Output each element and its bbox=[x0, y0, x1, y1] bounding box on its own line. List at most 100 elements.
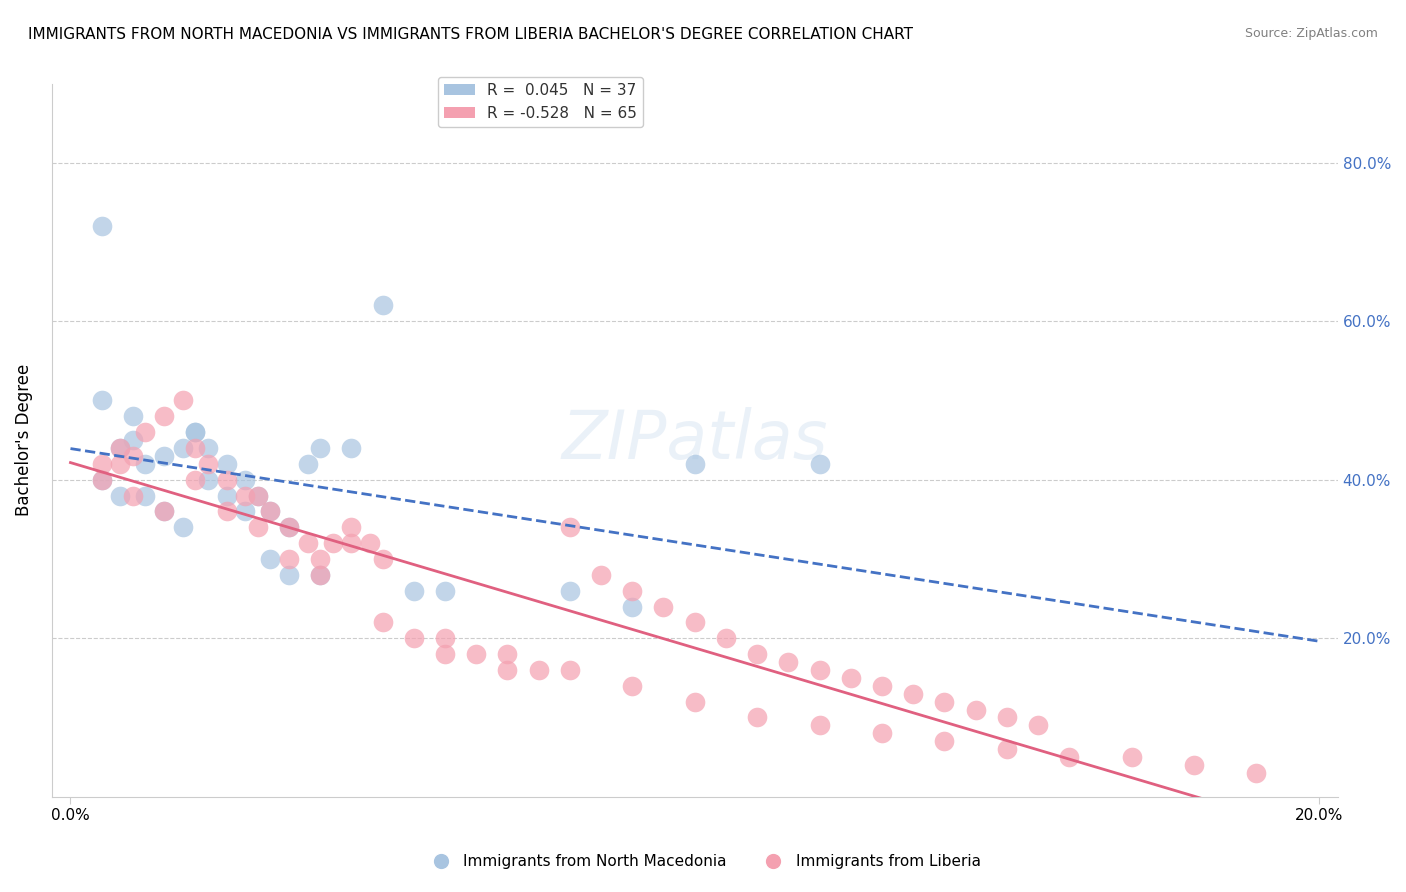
Point bbox=[558, 663, 581, 677]
Point bbox=[172, 520, 194, 534]
Point bbox=[683, 457, 706, 471]
Point bbox=[278, 520, 301, 534]
Point bbox=[839, 671, 862, 685]
Point bbox=[278, 567, 301, 582]
Point bbox=[683, 615, 706, 630]
Point bbox=[110, 489, 132, 503]
Point bbox=[172, 393, 194, 408]
Point bbox=[122, 409, 145, 424]
Point bbox=[215, 504, 238, 518]
Point bbox=[340, 520, 363, 534]
Point bbox=[90, 219, 112, 234]
Point bbox=[870, 679, 893, 693]
Point bbox=[309, 552, 332, 566]
Point bbox=[184, 425, 207, 440]
Point bbox=[110, 441, 132, 455]
Point bbox=[122, 433, 145, 447]
Point bbox=[465, 647, 488, 661]
Point bbox=[233, 504, 256, 518]
Point bbox=[233, 489, 256, 503]
Point bbox=[371, 552, 394, 566]
Point bbox=[1246, 765, 1268, 780]
Point bbox=[184, 425, 207, 440]
Point bbox=[434, 647, 457, 661]
Point bbox=[808, 663, 831, 677]
Point bbox=[621, 679, 644, 693]
Point bbox=[215, 473, 238, 487]
Point bbox=[246, 520, 269, 534]
Point bbox=[233, 473, 256, 487]
Point bbox=[297, 536, 319, 550]
Point bbox=[322, 536, 344, 550]
Point bbox=[1057, 750, 1080, 764]
Point bbox=[122, 489, 145, 503]
Point bbox=[995, 742, 1018, 756]
Legend: Immigrants from North Macedonia, Immigrants from Liberia: Immigrants from North Macedonia, Immigra… bbox=[419, 848, 987, 875]
Point bbox=[215, 489, 238, 503]
Point bbox=[558, 520, 581, 534]
Point bbox=[246, 489, 269, 503]
Point bbox=[934, 695, 956, 709]
Y-axis label: Bachelor's Degree: Bachelor's Degree bbox=[15, 364, 32, 516]
Point bbox=[1182, 758, 1205, 772]
Text: Source: ZipAtlas.com: Source: ZipAtlas.com bbox=[1244, 27, 1378, 40]
Point bbox=[402, 583, 425, 598]
Point bbox=[778, 655, 800, 669]
Point bbox=[621, 599, 644, 614]
Point bbox=[714, 631, 737, 645]
Point bbox=[808, 718, 831, 732]
Point bbox=[309, 567, 332, 582]
Point bbox=[215, 457, 238, 471]
Point bbox=[110, 457, 132, 471]
Point bbox=[745, 710, 768, 724]
Point bbox=[995, 710, 1018, 724]
Point bbox=[652, 599, 675, 614]
Point bbox=[246, 489, 269, 503]
Point bbox=[901, 687, 924, 701]
Point bbox=[1026, 718, 1049, 732]
Point bbox=[90, 457, 112, 471]
Point bbox=[153, 409, 176, 424]
Point bbox=[122, 449, 145, 463]
Point bbox=[259, 504, 281, 518]
Point bbox=[621, 583, 644, 598]
Point bbox=[496, 663, 519, 677]
Point bbox=[309, 567, 332, 582]
Point bbox=[90, 473, 112, 487]
Point bbox=[134, 489, 156, 503]
Point bbox=[90, 473, 112, 487]
Point bbox=[359, 536, 381, 550]
Point bbox=[134, 425, 156, 440]
Point bbox=[527, 663, 550, 677]
Text: IMMIGRANTS FROM NORTH MACEDONIA VS IMMIGRANTS FROM LIBERIA BACHELOR'S DEGREE COR: IMMIGRANTS FROM NORTH MACEDONIA VS IMMIG… bbox=[28, 27, 912, 42]
Point bbox=[110, 441, 132, 455]
Point bbox=[184, 441, 207, 455]
Point bbox=[371, 615, 394, 630]
Point bbox=[184, 473, 207, 487]
Point bbox=[259, 504, 281, 518]
Point bbox=[90, 393, 112, 408]
Point bbox=[259, 552, 281, 566]
Point bbox=[197, 441, 219, 455]
Point bbox=[278, 552, 301, 566]
Point bbox=[934, 734, 956, 748]
Point bbox=[197, 457, 219, 471]
Point bbox=[434, 631, 457, 645]
Point bbox=[153, 449, 176, 463]
Point bbox=[496, 647, 519, 661]
Point bbox=[340, 536, 363, 550]
Point bbox=[278, 520, 301, 534]
Point bbox=[340, 441, 363, 455]
Point bbox=[172, 441, 194, 455]
Point bbox=[808, 457, 831, 471]
Point bbox=[153, 504, 176, 518]
Point bbox=[1121, 750, 1143, 764]
Point bbox=[745, 647, 768, 661]
Point bbox=[309, 441, 332, 455]
Point bbox=[965, 702, 987, 716]
Point bbox=[683, 695, 706, 709]
Legend: R =  0.045   N = 37, R = -0.528   N = 65: R = 0.045 N = 37, R = -0.528 N = 65 bbox=[437, 77, 643, 127]
Point bbox=[558, 583, 581, 598]
Point bbox=[197, 473, 219, 487]
Point bbox=[870, 726, 893, 740]
